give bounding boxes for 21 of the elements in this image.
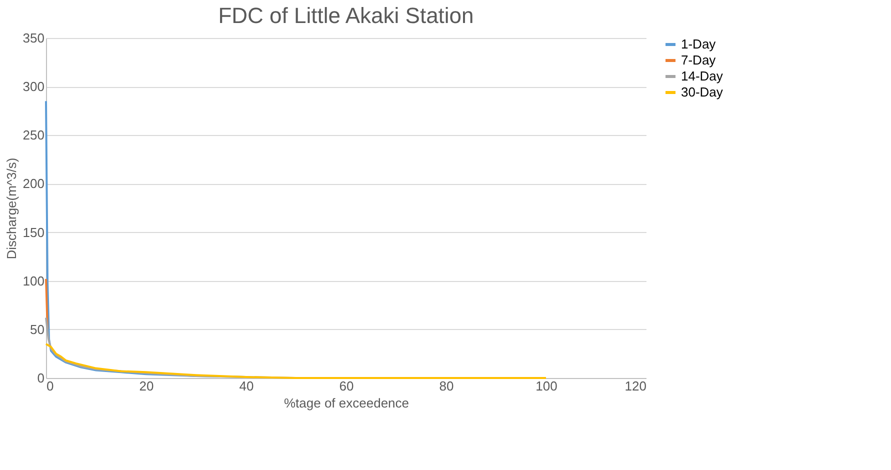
x-tick-label: 100 (536, 378, 558, 394)
y-tick-label: 150 (22, 224, 44, 240)
x-tick-label: 20 (139, 378, 154, 394)
y-tick-label: 350 (22, 30, 44, 46)
x-tick-label: 0 (46, 378, 54, 394)
y-tick-label: 250 (22, 128, 44, 143)
legend-label: 1-Day (681, 36, 716, 52)
y-tick-label: 50 (30, 322, 44, 337)
y-tick-label: 300 (22, 79, 44, 94)
x-axis-title: %tage of exceedence (284, 396, 410, 410)
y-tick-label: 100 (22, 273, 44, 288)
x-tick-label: 80 (439, 378, 454, 394)
y-tick-label: 200 (22, 176, 44, 192)
x-tick-label: 60 (339, 378, 354, 394)
legend-label: 7-Day (681, 52, 716, 68)
legend-label: 30-Day (681, 84, 724, 100)
x-tick-label: 120 (624, 378, 646, 394)
x-tick-label: 40 (239, 378, 254, 394)
chart-title: FDC of Little Akaki Station (218, 3, 474, 28)
legend-label: 14-Day (681, 68, 724, 84)
y-axis-title: Discharge(m^3/s) (4, 158, 19, 260)
